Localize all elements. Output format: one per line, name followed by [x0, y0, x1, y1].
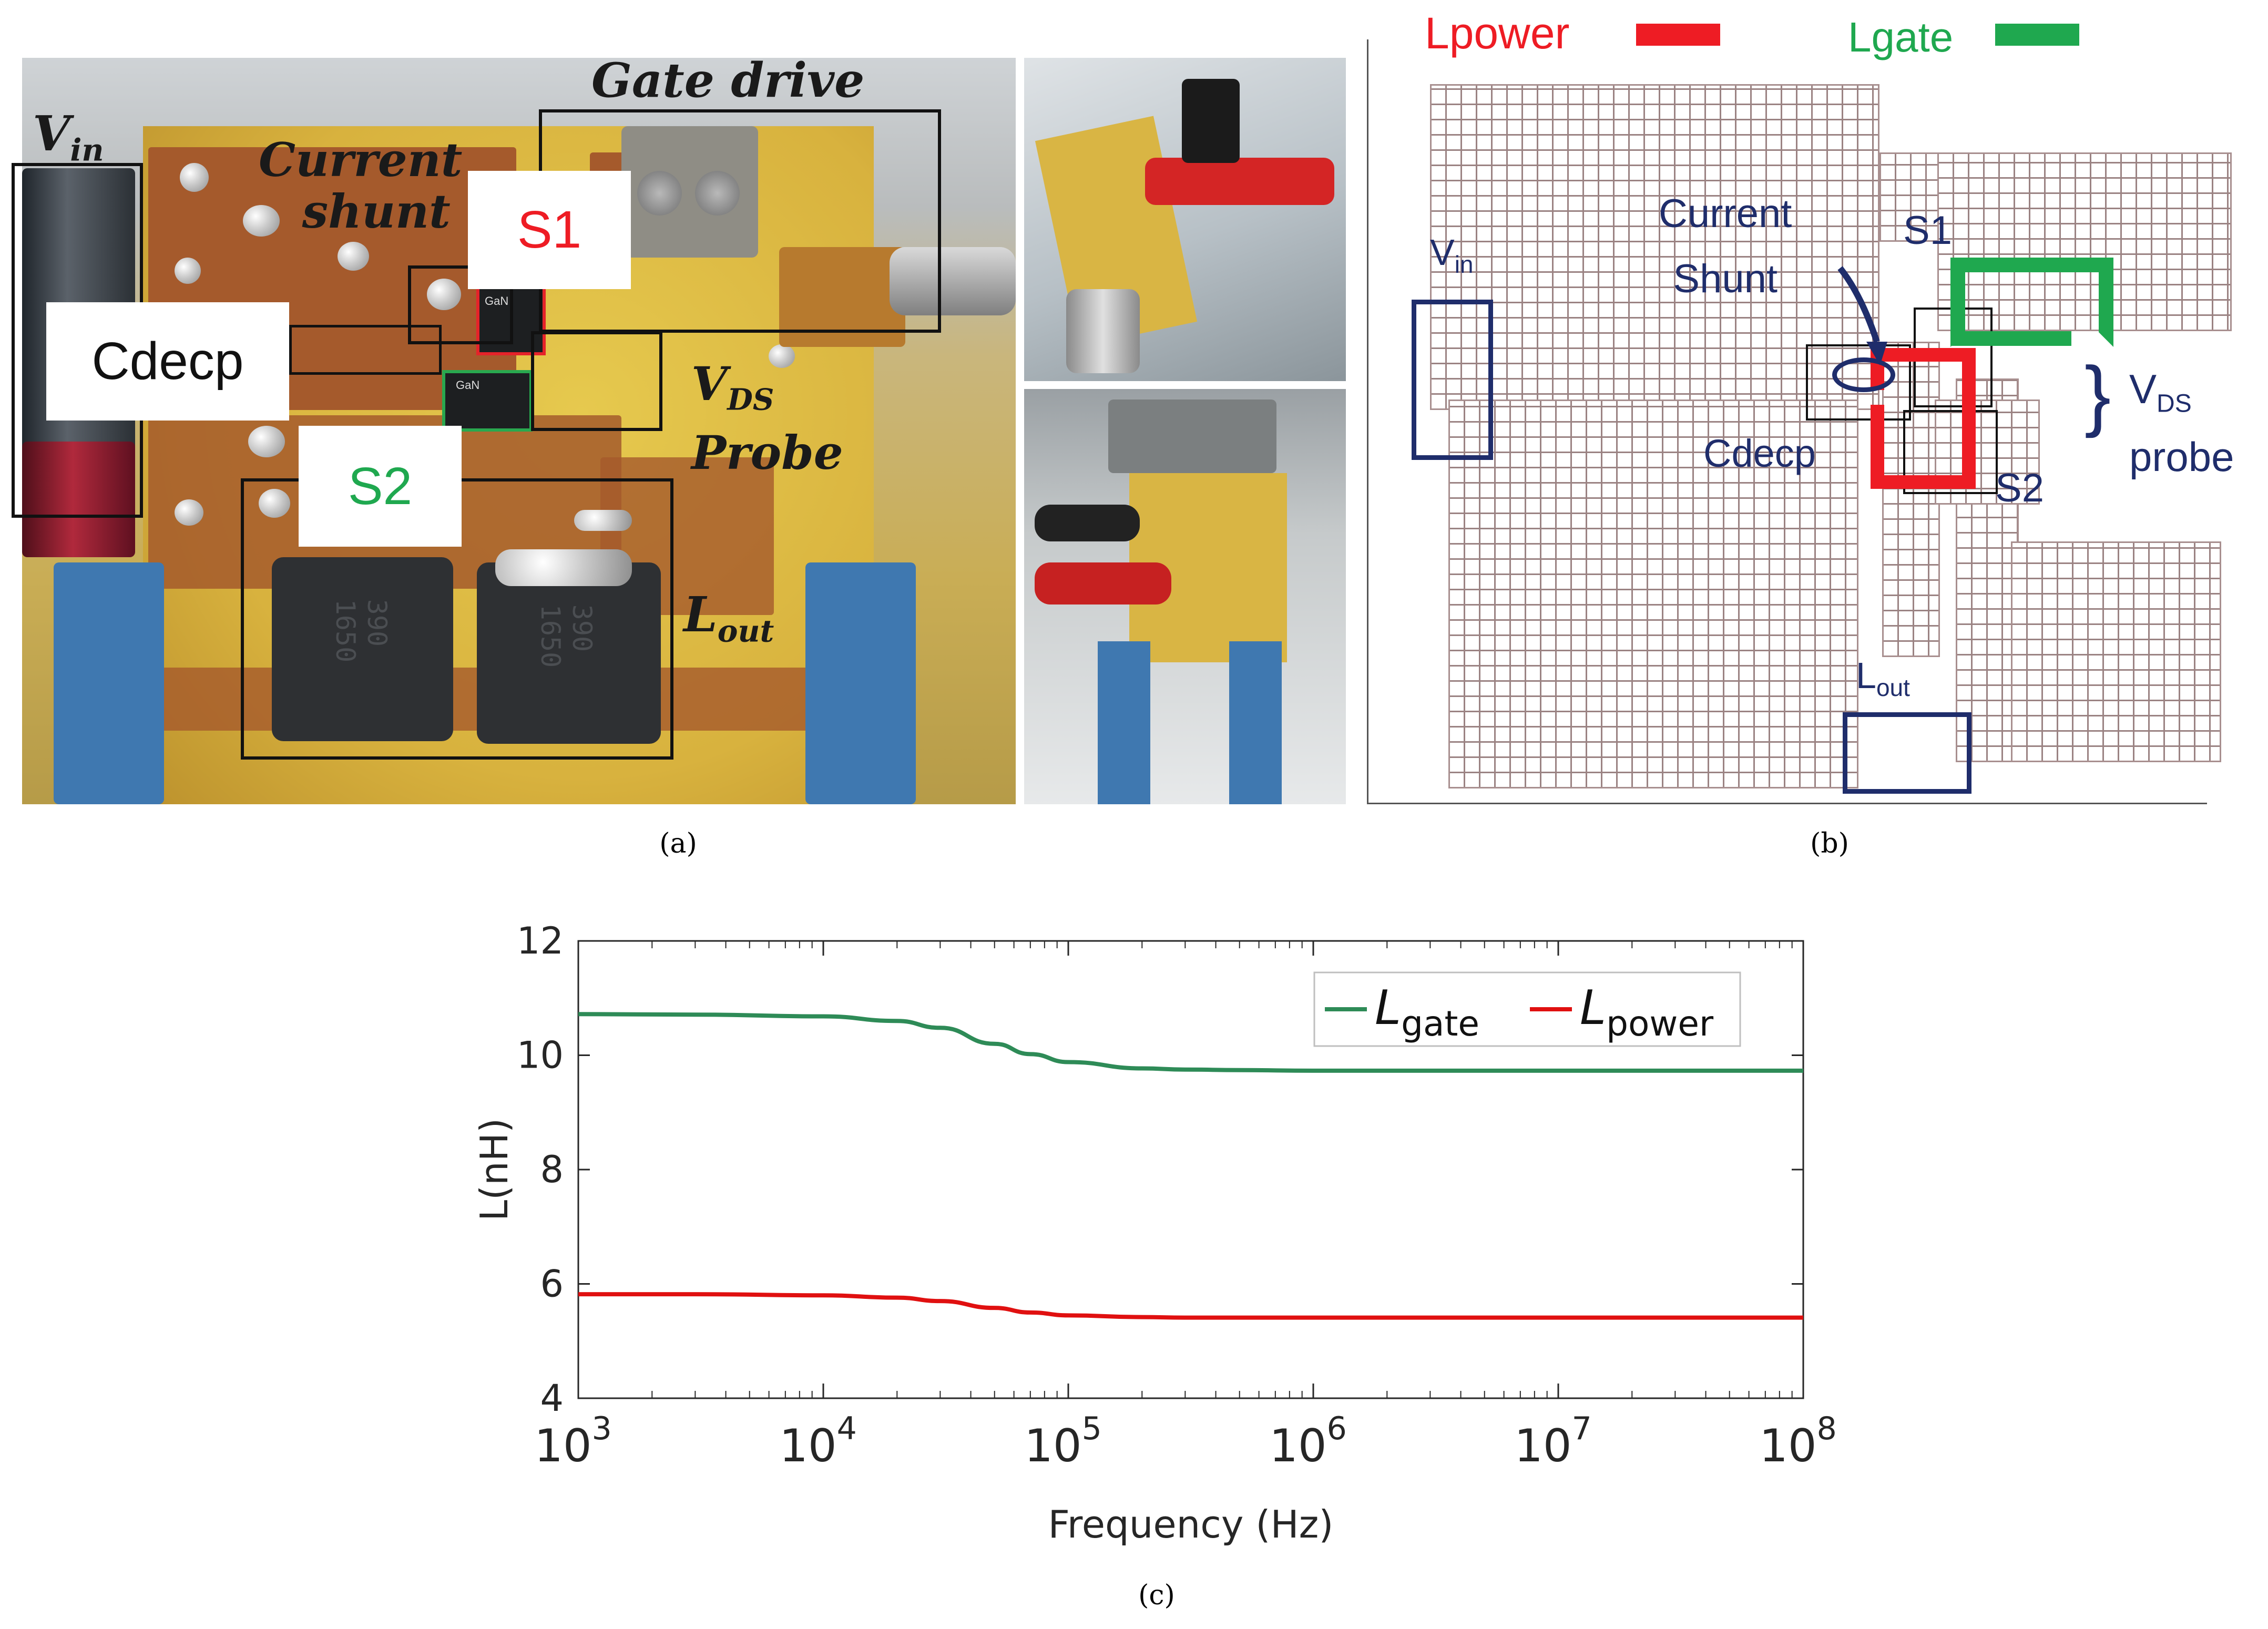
current-shunt-label: Current shunt	[259, 132, 463, 239]
cdecp-label: Cdecp	[1703, 432, 1816, 475]
y-tick-label: 4	[540, 1377, 564, 1420]
probe-black	[1035, 505, 1140, 541]
y-tick-label: 12	[517, 919, 564, 962]
vds-probe-label: VDS probe	[2129, 366, 2234, 480]
solder-joint	[175, 499, 203, 526]
vds-probe-label: VDS Probe	[691, 356, 843, 480]
output-inductor-1: 390 1650	[272, 557, 453, 741]
board-clip	[1229, 641, 1282, 804]
x-tick-label: 103	[534, 1410, 612, 1472]
gate-drive-label: Gate drive	[591, 53, 865, 108]
cdecp-label: Cdecp	[46, 302, 289, 421]
s1-label: S1	[468, 171, 631, 289]
vin-label: Vin	[33, 105, 104, 168]
shunt-outline	[1806, 344, 1911, 421]
x-tick-label: 104	[779, 1410, 857, 1472]
current-shunt-label: Current Shunt	[1659, 191, 1792, 301]
x-tick-label: 105	[1024, 1410, 1102, 1472]
panel-b-bottom-axis	[1367, 803, 2207, 804]
x-tick-label: 108	[1759, 1410, 1837, 1472]
cdecp-box	[289, 325, 442, 375]
solder-joint	[248, 426, 285, 457]
s2-label: S2	[299, 426, 462, 547]
caption-c: (c)	[1138, 1580, 1175, 1611]
solder-joint	[259, 489, 290, 518]
s2-label: S2	[1995, 466, 2044, 510]
mesh-bottom-right	[2011, 541, 2221, 762]
mesh-center-strip	[1882, 342, 1940, 657]
mesh-model-panel: Lpower Lgate Vin Current Shunt S1 Cdecp …	[1367, 0, 2268, 810]
probe-red	[1035, 562, 1171, 605]
lout-port-box	[1843, 712, 1971, 794]
bench-instrument	[1108, 399, 1276, 473]
y-tick-label: 10	[517, 1034, 564, 1077]
solder-joint	[175, 258, 201, 284]
output-inductor-2: 390 1650	[477, 562, 661, 744]
series-line-gate	[578, 1012, 1803, 1073]
vds-brace: }	[2085, 350, 2111, 438]
solder-joint	[495, 549, 632, 586]
solder-joint	[338, 242, 369, 271]
vds-probe-box	[531, 331, 662, 431]
x-tick-label: 107	[1514, 1410, 1592, 1472]
y-tick-label: 8	[540, 1148, 564, 1191]
legend-lgate-label: Lgate	[1848, 14, 1954, 60]
panel-b-left-axis	[1367, 39, 1368, 804]
input-capacitor-sleeve	[22, 442, 135, 557]
probe-red	[1145, 158, 1334, 205]
gate-drive-terminal-block	[621, 126, 758, 258]
y-tick-label: 6	[540, 1263, 564, 1306]
board-clip-left	[54, 562, 164, 804]
s1-label: S1	[1903, 208, 1952, 253]
setup-photo-bottom	[1024, 389, 1346, 804]
series-line-power	[578, 1292, 1803, 1320]
legend-lpower-swatch	[1636, 24, 1720, 46]
s2-outline	[1903, 410, 1998, 494]
solder-joint	[180, 163, 209, 192]
lout-port-label: Lout	[1856, 655, 1910, 701]
solder-joint	[427, 279, 461, 310]
probe-black	[1182, 79, 1240, 163]
setup-photo-top	[1024, 58, 1346, 381]
x-tick-label: 106	[1269, 1410, 1347, 1472]
lpower-loop-segment	[1871, 405, 1884, 489]
current-shunt-arrow	[1837, 266, 1887, 365]
solder-joint	[769, 344, 795, 368]
y-axis-label: L(nH)	[472, 1118, 516, 1221]
legend-lgate-swatch	[1995, 24, 2079, 46]
solder-joint	[243, 205, 280, 237]
x-axis-label: Frequency (Hz)	[1048, 1502, 1334, 1546]
vin-port-label: Vin	[1430, 232, 1474, 278]
lout-label: Lout	[683, 586, 774, 649]
board-clip-right	[805, 562, 916, 804]
legend-box	[1313, 971, 1741, 1047]
lpower-loop	[1871, 348, 1976, 489]
current-shunt-marker	[1832, 357, 1895, 392]
bnc-cable	[890, 247, 1016, 315]
board-clip	[1098, 641, 1150, 804]
vin-port-box	[1412, 300, 1493, 460]
caption-b: (b)	[1810, 828, 1849, 859]
lgate-loop-segment	[1950, 331, 2071, 346]
caption-a: (a)	[659, 828, 697, 859]
s2-gan-transistor: GaN	[442, 370, 533, 432]
mesh-bottom-left	[1448, 399, 1858, 788]
legend-lpower-label: Lpower	[1425, 8, 1570, 58]
solder-joint	[574, 510, 632, 531]
current-shunt-box	[408, 265, 513, 344]
bnc-connector	[1066, 289, 1140, 373]
mesh-top-right	[1937, 152, 2232, 331]
